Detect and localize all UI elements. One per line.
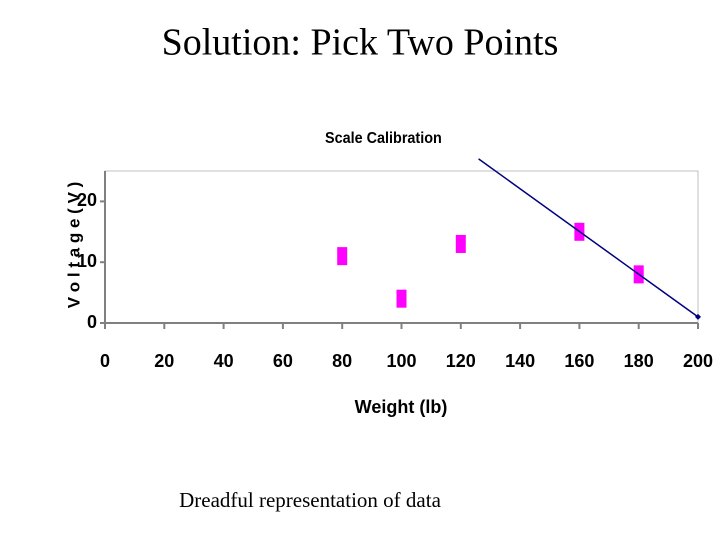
fit-line: [478, 158, 699, 318]
line-marker: [695, 313, 701, 320]
x-axis-label: Weight (lb): [355, 397, 448, 417]
y-axis-label: V o l t a g e ( V ): [64, 182, 83, 309]
caption: Dreadful representation of data: [179, 488, 441, 512]
x-tick-label: 100: [386, 351, 416, 371]
x-tick-label: 80: [332, 351, 352, 371]
x-tick-label: 160: [564, 351, 594, 371]
x-tick-label: 60: [273, 351, 293, 371]
x-tick-label: 40: [214, 351, 234, 371]
x-tick-label: 0: [100, 351, 110, 371]
data-point: [396, 289, 407, 308]
y-tick-label: 10: [77, 251, 97, 271]
y-tick-label: 0: [87, 312, 97, 332]
x-tick-label: 120: [446, 351, 476, 371]
x-tick-label: 180: [624, 351, 654, 371]
slide-title: Solution: Pick Two Points: [162, 22, 559, 64]
data-point: [455, 234, 466, 253]
x-tick-label: 200: [683, 351, 713, 371]
x-tick-label: 140: [505, 351, 535, 371]
x-tick-label: 20: [154, 351, 174, 371]
data-point: [337, 247, 348, 266]
y-tick-label: 20: [77, 190, 97, 210]
chart-title: Scale Calibration: [325, 130, 442, 148]
